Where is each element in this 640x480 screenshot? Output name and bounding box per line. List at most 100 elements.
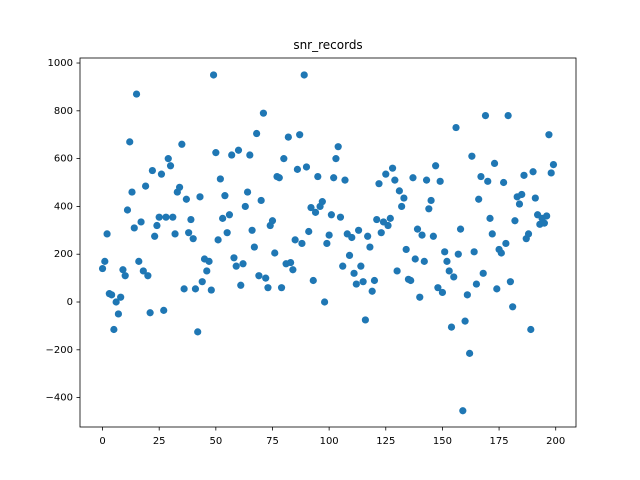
scatter-point [398, 202, 406, 211]
scatter-point [447, 323, 456, 331]
scatter-point [289, 266, 297, 274]
scatter-point [302, 163, 311, 171]
scatter-point [126, 138, 134, 146]
scatter-point [373, 215, 381, 224]
scatter-point [429, 232, 437, 240]
scatter-point [468, 152, 476, 160]
scatter-point [388, 164, 397, 172]
scatter-point [339, 262, 347, 270]
scatter-point [370, 276, 379, 285]
scatter-point [432, 162, 440, 170]
scatter-point [481, 111, 490, 120]
scatter-point [228, 151, 236, 159]
scatter-point [502, 239, 510, 248]
scatter-point [375, 180, 383, 188]
scatter-point [112, 298, 120, 306]
scatter-point [128, 188, 136, 196]
scatter-point [248, 226, 256, 234]
scatter-point [364, 232, 372, 240]
scatter-point [293, 165, 302, 173]
scatter-point [515, 200, 524, 208]
scatter-point [341, 176, 349, 184]
scatter-point [309, 276, 317, 285]
y-tick-label: 600 [54, 154, 73, 165]
y-tick-label: 0 [67, 297, 73, 308]
scatter-point [214, 236, 222, 244]
scatter-point [409, 174, 417, 182]
scatter-point [361, 316, 369, 324]
scatter-point [368, 287, 376, 295]
scatter-point [234, 146, 243, 154]
scatter-point [146, 309, 154, 317]
scatter-point [191, 285, 200, 293]
scatter-point [164, 155, 172, 163]
y-tick-label: 200 [54, 249, 73, 260]
axes-frame [79, 57, 577, 428]
scatter-point [441, 248, 449, 256]
scatter-point [475, 195, 483, 203]
scatter-point [225, 211, 234, 219]
scatter-point [540, 219, 548, 227]
scatter-point [98, 264, 107, 273]
scatter-point [472, 280, 481, 288]
scatter-point [354, 226, 363, 234]
scatter-point [518, 190, 526, 199]
scatter-point [436, 177, 444, 185]
x-tick-label: 0 [99, 436, 105, 447]
scatter-point [194, 328, 202, 336]
scatter-point [196, 193, 204, 201]
scatter-point [243, 188, 252, 196]
scatter-point [114, 310, 123, 318]
scatter-point [300, 71, 308, 79]
x-tick-label: 200 [546, 436, 565, 447]
scatter-point [198, 278, 206, 286]
scatter-point [463, 291, 471, 299]
scatter-point [155, 213, 163, 221]
scatter-point [139, 267, 147, 275]
scatter-point [352, 280, 360, 288]
scatter-point [484, 177, 492, 185]
scatter-point [393, 267, 401, 275]
scatter-point [452, 123, 460, 132]
scatter-point [470, 248, 478, 256]
scatter-point [271, 249, 279, 257]
x-tick-label: 25 [153, 436, 166, 447]
scatter-point [350, 269, 358, 277]
scatter-point [477, 172, 485, 181]
scatter-point [148, 166, 156, 175]
scatter-point [268, 217, 277, 225]
scatter-point [391, 176, 399, 184]
scatter-point [500, 178, 508, 187]
scatter-point [298, 239, 306, 248]
scatter-point [509, 303, 517, 311]
scatter-point [402, 245, 410, 254]
scatter-point [486, 214, 494, 222]
scatter-point [203, 267, 211, 275]
scatter-point [461, 317, 469, 325]
scatter-point [160, 306, 168, 314]
scatter-point [493, 285, 501, 293]
scatter-point [169, 213, 177, 221]
scatter-point [443, 257, 451, 265]
scatter-point [255, 272, 263, 280]
scatter-point [314, 172, 322, 181]
scatter-point [318, 198, 326, 206]
scatter-point [119, 266, 127, 274]
scatter-point [101, 257, 109, 265]
scatter-point [418, 231, 426, 239]
scatter-point [323, 239, 331, 248]
scatter-point [110, 325, 118, 334]
scatter-point [345, 251, 354, 260]
scatter-point [246, 151, 254, 159]
scatter-point [348, 233, 356, 242]
scatter-point [400, 194, 408, 202]
scatter-point [157, 170, 166, 178]
scatter-point [395, 187, 403, 195]
scatter-point [185, 229, 193, 237]
y-tick-label: 800 [54, 106, 73, 117]
scatter-point [144, 272, 152, 280]
scatter-point [132, 90, 141, 98]
scatter-point [520, 171, 528, 179]
scatter-point [117, 293, 125, 301]
scatter-point [377, 229, 385, 237]
